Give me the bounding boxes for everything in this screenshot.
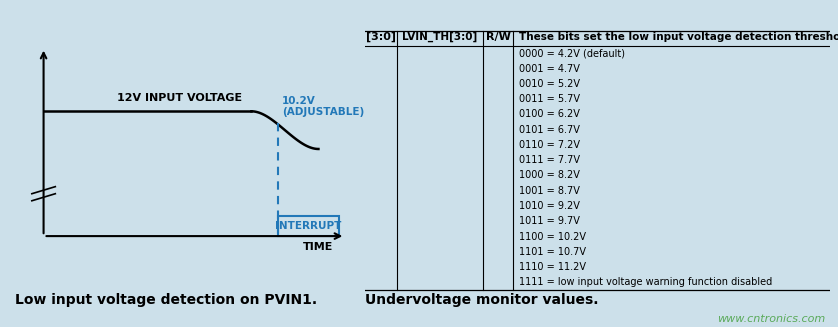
Text: Low input voltage detection on PVIN1.: Low input voltage detection on PVIN1.: [15, 293, 318, 307]
Text: 1101 = 10.7V: 1101 = 10.7V: [519, 247, 586, 257]
Text: 1010 = 9.2V: 1010 = 9.2V: [519, 201, 580, 211]
Text: 1111 = low input voltage warning function disabled: 1111 = low input voltage warning functio…: [519, 277, 772, 287]
Text: 0011 = 5.7V: 0011 = 5.7V: [519, 94, 580, 104]
Text: R/W: R/W: [486, 32, 510, 42]
Text: 1001 = 8.7V: 1001 = 8.7V: [519, 186, 580, 196]
Text: 1011 = 9.7V: 1011 = 9.7V: [519, 216, 580, 226]
Text: [3:0]: [3:0]: [366, 31, 396, 42]
Text: 0000 = 4.2V (default): 0000 = 4.2V (default): [519, 48, 625, 59]
Text: LVIN_TH[3:0]: LVIN_TH[3:0]: [402, 31, 478, 42]
Text: 0111 = 7.7V: 0111 = 7.7V: [519, 155, 580, 165]
Text: 0110 = 7.2V: 0110 = 7.2V: [519, 140, 580, 150]
Text: These bits set the low input voltage detection threshold.: These bits set the low input voltage det…: [519, 32, 838, 42]
Text: 1110 = 11.2V: 1110 = 11.2V: [519, 262, 586, 272]
Text: INTERRUPT: INTERRUPT: [275, 221, 342, 231]
Text: 0010 = 5.2V: 0010 = 5.2V: [519, 79, 580, 89]
Text: 0100 = 6.2V: 0100 = 6.2V: [519, 110, 580, 119]
Text: 1100 = 10.2V: 1100 = 10.2V: [519, 232, 586, 242]
Text: www.cntronics.com: www.cntronics.com: [717, 314, 825, 324]
Text: TIME: TIME: [303, 242, 334, 252]
Text: 0001 = 4.7V: 0001 = 4.7V: [519, 64, 580, 74]
Text: 10.2V
(ADJUSTABLE): 10.2V (ADJUSTABLE): [282, 95, 365, 117]
Bar: [278, 216, 339, 236]
Text: Undervoltage monitor values.: Undervoltage monitor values.: [365, 293, 598, 307]
Text: 1000 = 8.2V: 1000 = 8.2V: [519, 170, 580, 181]
Text: 12V INPUT VOLTAGE: 12V INPUT VOLTAGE: [117, 94, 242, 103]
Text: 0101 = 6.7V: 0101 = 6.7V: [519, 125, 580, 135]
